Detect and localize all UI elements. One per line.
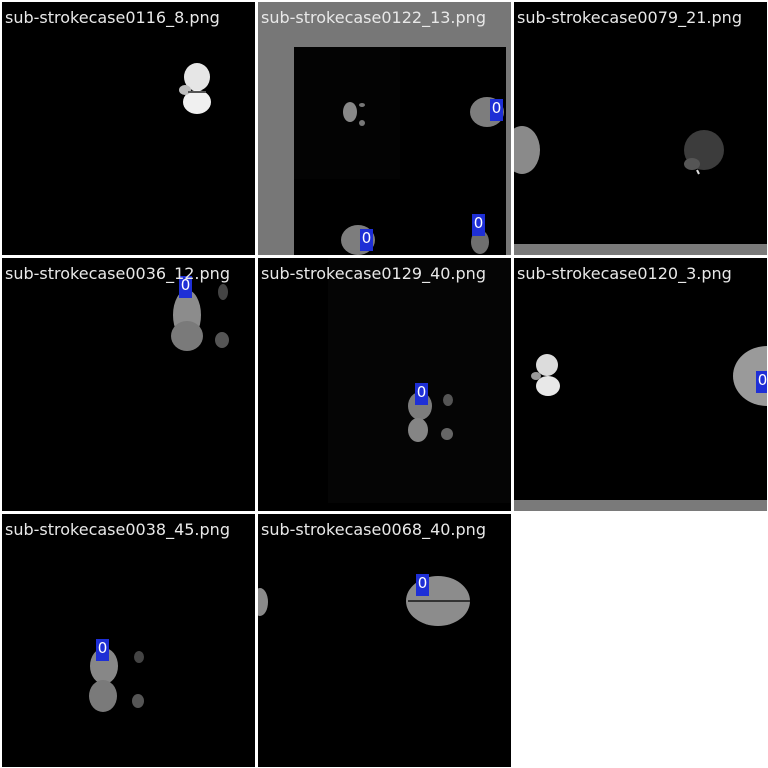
filename-label: sub-strokecase0068_40.png	[261, 520, 486, 539]
filename-label: sub-strokecase0036_12.png	[5, 264, 230, 283]
image-tile: 0 sub-strokecase0120_3.png	[514, 258, 767, 511]
scan-image	[89, 648, 144, 712]
image-tile: sub-strokecase0116_8.png	[2, 2, 255, 255]
filename-label: sub-strokecase0038_45.png	[5, 520, 230, 539]
scan-image	[514, 126, 767, 255]
filename-label: sub-strokecase0079_21.png	[517, 8, 742, 27]
scan-image	[514, 346, 767, 511]
scan-image	[258, 576, 470, 626]
class-label-badge: 0	[490, 99, 503, 121]
image-tile: 0 sub-strokecase0038_45.png	[2, 514, 255, 767]
scan-image	[171, 284, 229, 351]
filename-label: sub-strokecase0116_8.png	[5, 8, 220, 27]
scan-image	[328, 258, 511, 503]
class-label-badge: 0	[756, 371, 767, 393]
filename-label: sub-strokecase0120_3.png	[517, 264, 732, 283]
class-label-badge: 0	[179, 276, 192, 298]
image-tile: 0 sub-strokecase0036_12.png	[2, 258, 255, 511]
class-label-badge: 0	[415, 383, 428, 405]
filename-label: sub-strokecase0129_40.png	[261, 264, 486, 283]
class-label-badge: 0	[472, 214, 485, 236]
image-tile: 0 sub-strokecase0068_40.png	[258, 514, 511, 767]
scan-image	[294, 47, 506, 255]
image-tile: sub-strokecase0079_21.png	[514, 2, 767, 255]
scan-image	[179, 63, 211, 114]
class-label-badge: 0	[360, 229, 373, 251]
image-tile: 0 0 0 sub-strokecase0122_13.png	[258, 2, 511, 255]
filename-label: sub-strokecase0122_13.png	[261, 8, 486, 27]
class-label-badge: 0	[96, 639, 109, 661]
class-label-badge: 0	[416, 574, 429, 596]
image-tile: 0 sub-strokecase0129_40.png	[258, 258, 511, 511]
